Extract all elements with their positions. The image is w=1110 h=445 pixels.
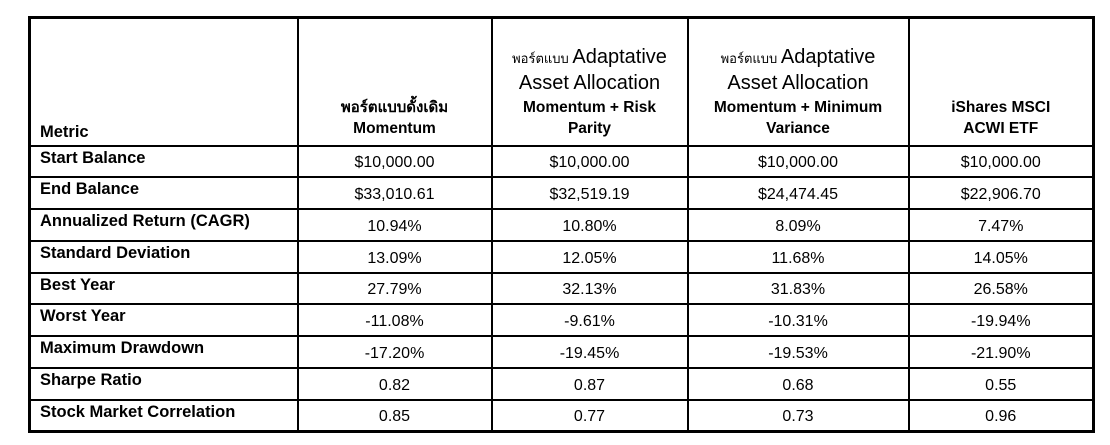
metric-value: 13.09% bbox=[296, 239, 493, 274]
header-line: ACWI ETF bbox=[911, 118, 1092, 139]
table-row: Worst Year -11.08% -9.61% -10.31% -19.94% bbox=[28, 303, 1095, 338]
header-line: Parity bbox=[494, 118, 686, 139]
header-text-segment: Adaptative bbox=[780, 45, 876, 68]
metric-value: -19.45% bbox=[490, 335, 689, 370]
metric-value: $10,000.00 bbox=[907, 144, 1095, 179]
metric-label: Worst Year bbox=[28, 303, 299, 338]
header-text-segment: Parity bbox=[567, 120, 612, 138]
metric-label: Annualized Return (CAGR) bbox=[28, 208, 299, 242]
metric-value: 12.05% bbox=[490, 239, 689, 274]
header-text-segment: Asset Allocation bbox=[727, 72, 869, 95]
header-line: Asset Allocation bbox=[690, 70, 907, 96]
metric-value: $24,474.45 bbox=[686, 176, 910, 211]
metric-value: $10,000.00 bbox=[686, 144, 910, 179]
metric-label: Sharpe Ratio bbox=[28, 367, 299, 401]
table-row: Annualized Return (CAGR) 10.94% 10.80% 8.09… bbox=[28, 208, 1095, 242]
column-header-ishares-msci-acwi-etf: iShares MSCI ACWI ETF bbox=[907, 16, 1095, 147]
header-text-segment: Momentum bbox=[353, 120, 436, 138]
metric-value: -17.20% bbox=[296, 335, 493, 370]
table-row: Best Year 27.79% 32.13% 31.83% 26.58% bbox=[28, 271, 1095, 306]
header-line: พอร์ตแบบ Adaptative bbox=[494, 44, 686, 70]
metric-label: Stock Market Correlation bbox=[28, 398, 299, 433]
header-text-segment: ACWI ETF bbox=[963, 120, 1039, 138]
metric-value: -19.94% bbox=[907, 303, 1095, 338]
metric-label: Start Balance bbox=[28, 144, 299, 179]
metric-column-header: Metric bbox=[28, 16, 299, 147]
header-line: Momentum + Risk bbox=[494, 97, 686, 118]
header-text-segment: พอร์ตแบบ bbox=[512, 50, 573, 66]
metric-value: 8.09% bbox=[686, 208, 910, 242]
header-line: Asset Allocation bbox=[494, 70, 686, 96]
metric-value: $10,000.00 bbox=[296, 144, 493, 179]
table-header-row: Metric พอร์ตแบบดั้งเดิม Momentum พอร์ตแบบ … bbox=[28, 16, 1095, 147]
metric-value: 0.96 bbox=[907, 398, 1095, 433]
metric-value: $32,519.19 bbox=[490, 176, 689, 211]
metric-value: -11.08% bbox=[296, 303, 493, 338]
metric-value: $10,000.00 bbox=[490, 144, 689, 179]
metric-value: 14.05% bbox=[907, 239, 1095, 274]
metric-value: 31.83% bbox=[686, 271, 910, 306]
metric-value: 11.68% bbox=[686, 239, 910, 274]
metric-value: 32.13% bbox=[490, 271, 689, 306]
metric-value: -9.61% bbox=[490, 303, 689, 338]
metric-value: -21.90% bbox=[907, 335, 1095, 370]
metric-value: $22,906.70 bbox=[907, 176, 1095, 211]
header-text-segment: Asset Allocation bbox=[518, 72, 661, 95]
column-header-adaptative-momentum-minimum-variance: พอร์ตแบบ Adaptative Asset Allocation Momen… bbox=[686, 16, 910, 147]
table-row: Standard Deviation 13.09% 12.05% 11.68% 14.0… bbox=[28, 239, 1095, 274]
portfolio-performance-table: Metric พอร์ตแบบดั้งเดิม Momentum พอร์ตแบบ … bbox=[28, 16, 1095, 434]
metric-value: 0.85 bbox=[296, 398, 493, 433]
header-line: Variance bbox=[690, 118, 907, 139]
table-row: Maximum Drawdown -17.20% -19.45% -19.53% -21… bbox=[28, 335, 1095, 370]
table-row: Sharpe Ratio 0.82 0.87 0.68 0.55 bbox=[28, 367, 1095, 401]
header-text-segment: Adaptative bbox=[572, 45, 667, 68]
header-line: พอร์ตแบบดั้งเดิม bbox=[300, 97, 490, 118]
metric-value: 0.77 bbox=[490, 398, 689, 433]
metric-label: Standard Deviation bbox=[28, 239, 299, 274]
metric-label: Best Year bbox=[28, 271, 299, 306]
table-row: Start Balance $10,000.00 $10,000.00 $10,000… bbox=[28, 144, 1095, 179]
metric-value: -19.53% bbox=[686, 335, 910, 370]
metric-value: $33,010.61 bbox=[296, 176, 493, 211]
header-text-segment: Momentum + Risk bbox=[522, 98, 657, 116]
header-line: พอร์ตแบบ Adaptative bbox=[690, 44, 907, 70]
metric-value: 0.82 bbox=[296, 367, 493, 401]
metric-label: Maximum Drawdown bbox=[28, 335, 299, 370]
metric-value: 10.94% bbox=[296, 208, 493, 242]
metric-label: End Balance bbox=[28, 176, 299, 211]
metric-value: 0.87 bbox=[490, 367, 689, 401]
metric-value: 10.80% bbox=[490, 208, 689, 242]
metric-value: 27.79% bbox=[296, 271, 493, 306]
table-row: End Balance $33,010.61 $32,519.19 $24,474.4… bbox=[28, 176, 1095, 211]
column-header-adaptative-momentum-risk-parity: พอร์ตแบบ Adaptative Asset Allocation Momen… bbox=[490, 16, 689, 147]
header-text-segment: พอร์ตแบบดั้งเดิม bbox=[340, 98, 449, 116]
metric-value: -10.31% bbox=[686, 303, 910, 338]
header-text-segment: Variance bbox=[766, 120, 830, 138]
header-line: Momentum bbox=[300, 118, 490, 139]
header-line: Momentum + Minimum bbox=[690, 97, 907, 118]
metric-value: 0.55 bbox=[907, 367, 1095, 401]
column-header-traditional-momentum: พอร์ตแบบดั้งเดิม Momentum bbox=[296, 16, 493, 147]
header-text-segment: Momentum + Minimum bbox=[713, 98, 883, 116]
metric-value: 0.73 bbox=[686, 398, 910, 433]
metric-value: 7.47% bbox=[907, 208, 1095, 242]
metric-value: 26.58% bbox=[907, 271, 1095, 306]
header-text-segment: iShares MSCI bbox=[951, 98, 1051, 116]
table-row: Stock Market Correlation 0.85 0.77 0.73 0.96 bbox=[28, 398, 1095, 433]
header-text-segment: พอร์ตแบบ bbox=[720, 50, 781, 66]
header-line: iShares MSCI bbox=[911, 97, 1092, 118]
metric-value: 0.68 bbox=[686, 367, 910, 401]
